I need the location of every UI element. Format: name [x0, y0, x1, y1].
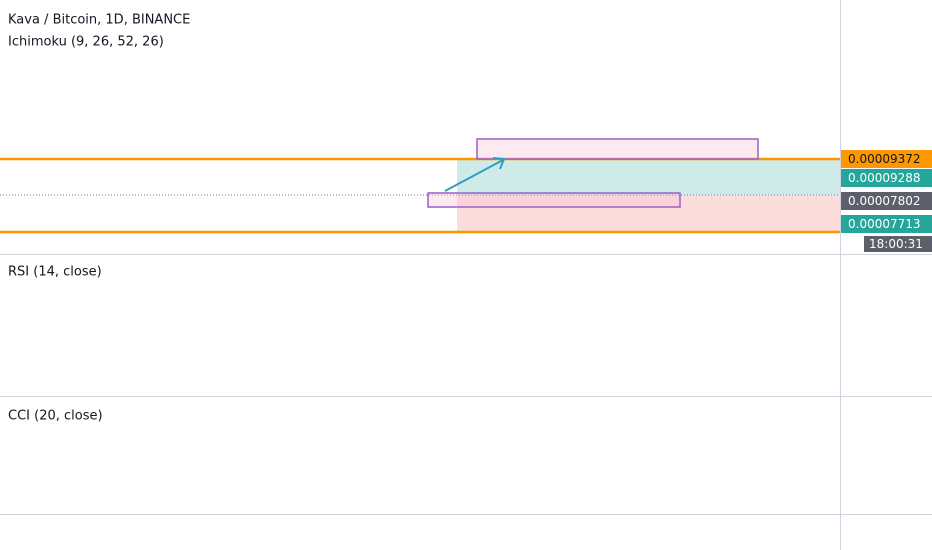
countdown: 18:00:31: [869, 237, 923, 251]
price-badge: [841, 169, 932, 187]
price-badge-label: 0.00009372: [848, 152, 921, 166]
box-drawing: [427, 192, 681, 208]
countdown-badge: [864, 236, 932, 252]
chart-title: Kava / Bitcoin, 1D, BINANCE: [8, 13, 190, 28]
arrow: [444, 159, 504, 192]
price-badge: [841, 150, 932, 168]
drawings: [0, 138, 840, 234]
price-badge: [841, 192, 932, 210]
stop-zone: [457, 195, 840, 232]
drawings: [457, 159, 840, 232]
box-drawing: [476, 138, 759, 160]
indicator-title: Ichimoku (9, 26, 52, 26): [8, 35, 164, 50]
price-badge-label: 0.00009288: [848, 171, 921, 185]
price-badge: [841, 215, 932, 233]
titles: Kava / Bitcoin, 1D, BINANCE Ichimoku (9,…: [8, 13, 190, 424]
arrow-head: [492, 157, 506, 170]
price-badge-label: 0.00007713: [848, 217, 921, 231]
target-zone: [457, 159, 840, 195]
indicator-title: RSI (14, close): [8, 265, 102, 280]
indicator-title: CCI (20, close): [8, 409, 103, 424]
price-badge-label: 0.00007802: [848, 194, 921, 208]
price-badges: 0.00009372 0.00009288 0.00007802 0.00007…: [841, 150, 932, 252]
